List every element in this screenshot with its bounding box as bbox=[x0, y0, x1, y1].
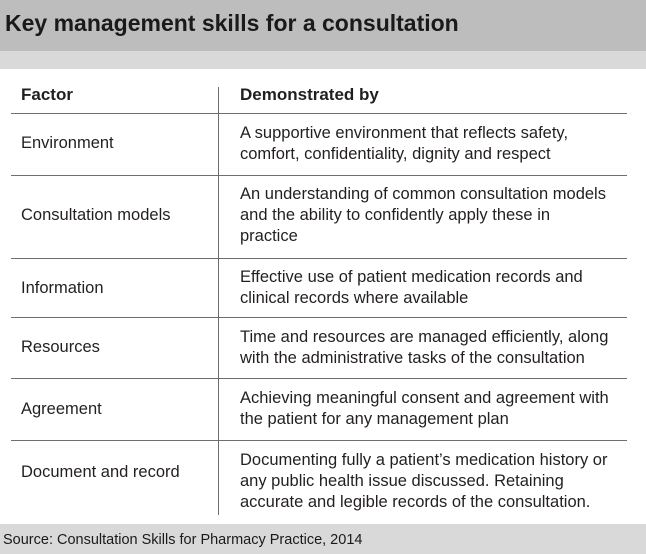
line: any public health issue discussed. Retai… bbox=[240, 472, 564, 490]
column-divider bbox=[218, 87, 219, 515]
figure-title: Key management skills for a consultation bbox=[5, 10, 459, 36]
line: with the administrative tasks of the con… bbox=[240, 349, 585, 367]
title-bar: Key management skills for a consultation bbox=[0, 0, 646, 51]
line: Time and resources are managed efficient… bbox=[240, 328, 609, 346]
source-note: Source: Consultation Skills for Pharmacy… bbox=[3, 532, 363, 548]
header-factor: Factor bbox=[21, 85, 73, 104]
row-rule bbox=[11, 317, 627, 318]
demonstrated-cell: Documenting fully a patient’s medication… bbox=[240, 450, 635, 513]
demonstrated-cell: A supportive environment that reflects s… bbox=[240, 123, 635, 165]
line: clinical records where available bbox=[240, 289, 469, 307]
factor-cell: Agreement bbox=[21, 400, 102, 418]
line: An understanding of common consultation … bbox=[240, 185, 606, 203]
row-rule bbox=[11, 258, 627, 259]
factor-cell: Resources bbox=[21, 338, 100, 356]
line: comfort, confidentiality, dignity and re… bbox=[240, 145, 551, 163]
line: Effective use of patient medication reco… bbox=[240, 268, 583, 286]
header-demonstrated-by: Demonstrated by bbox=[240, 85, 379, 104]
line: accurate and legible records of the cons… bbox=[240, 493, 591, 511]
line: the patient for any management plan bbox=[240, 410, 509, 428]
line: Documenting fully a patient’s medication… bbox=[240, 451, 608, 469]
demonstrated-cell: Achieving meaningful consent and agreeme… bbox=[240, 388, 635, 430]
demonstrated-cell: An understanding of common consultation … bbox=[240, 184, 635, 247]
table-panel: Factor Demonstrated by Environment A sup… bbox=[0, 69, 646, 524]
factor-cell: Information bbox=[21, 279, 104, 297]
factor-cell: Consultation models bbox=[21, 206, 171, 224]
demonstrated-cell: Time and resources are managed efficient… bbox=[240, 327, 635, 369]
header-rule bbox=[11, 113, 627, 114]
row-rule bbox=[11, 378, 627, 379]
row-rule bbox=[11, 440, 627, 441]
demonstrated-cell: Effective use of patient medication reco… bbox=[240, 267, 635, 309]
line: practice bbox=[240, 227, 298, 245]
row-rule bbox=[11, 175, 627, 176]
line: A supportive environment that reflects s… bbox=[240, 124, 569, 142]
line: and the ability to confidently apply the… bbox=[240, 206, 551, 224]
factor-cell: Environment bbox=[21, 134, 114, 152]
factor-cell: Document and record bbox=[21, 463, 180, 481]
line: Achieving meaningful consent and agreeme… bbox=[240, 389, 609, 407]
